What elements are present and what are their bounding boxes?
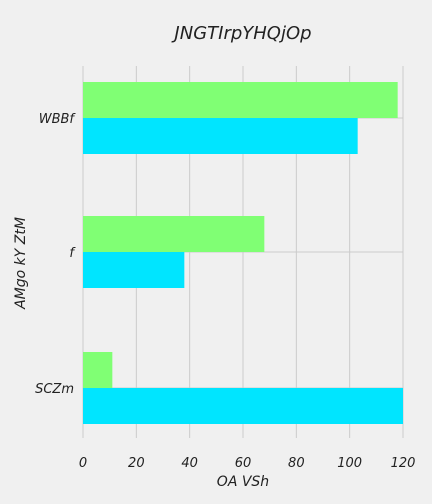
bar: [83, 252, 184, 288]
bar: [83, 352, 112, 388]
bar: [83, 388, 403, 424]
y-axis-label: AMgo kY ZtM: [13, 217, 29, 310]
bar: [83, 216, 264, 252]
chart-title: JNGTIrpYHQjOp: [171, 23, 311, 44]
y-tick-label: f: [69, 246, 76, 261]
y-tick-label: SCZm: [35, 382, 74, 397]
x-tick-label: 60: [235, 456, 252, 471]
x-tick-label: 100: [337, 456, 362, 471]
x-tick-label: 80: [288, 456, 305, 471]
x-tick-label: 120: [391, 456, 416, 471]
x-tick-label: 40: [181, 456, 198, 471]
y-tick-label: WBBf: [39, 112, 77, 127]
bar: [83, 118, 358, 154]
x-tick-label: 0: [79, 456, 87, 471]
x-axis-label: OA VSh: [217, 474, 269, 490]
bar: [83, 82, 398, 118]
x-tick-label: 20: [128, 456, 145, 471]
